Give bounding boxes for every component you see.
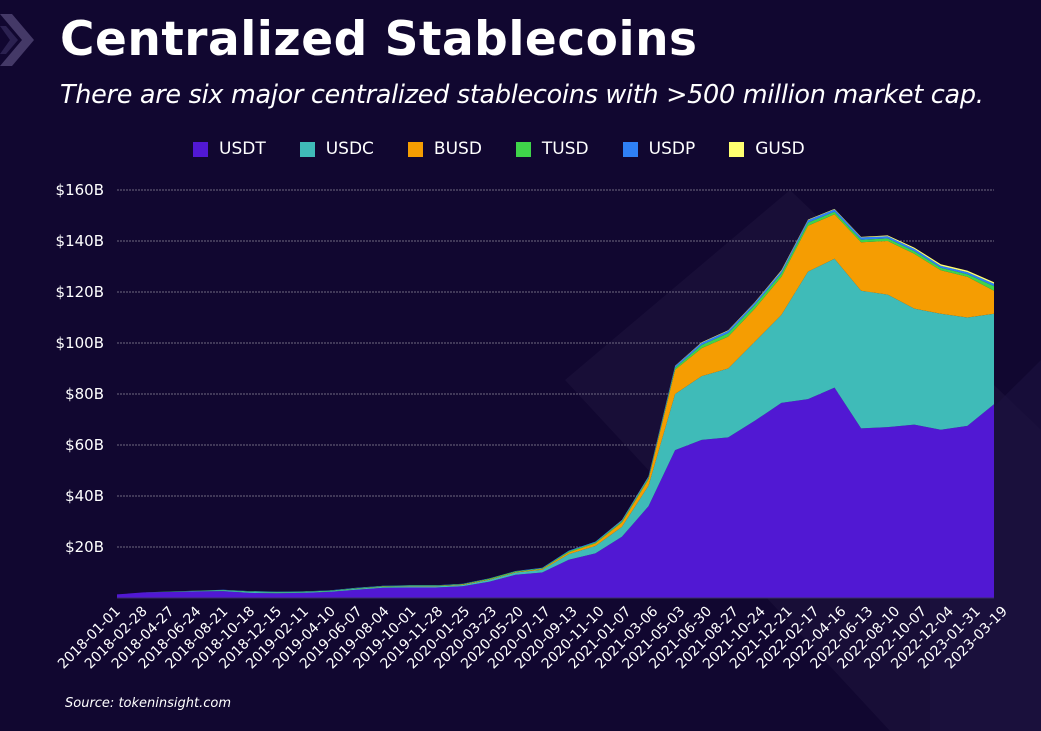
legend-item-tusd[interactable]: TUSD [515,139,589,159]
legend-swatch-usdp [622,141,638,157]
x-axis: 2018-01-012018-02-282018-04-272018-06-24… [55,603,1011,672]
legend-item-usdp[interactable]: USDP [622,139,696,159]
legend-swatch-usdc [299,141,315,157]
legend-swatch-busd [407,141,423,157]
legend-swatch-usdt [193,141,208,157]
y-tick-label: $140B [56,232,104,250]
legend-label: USDC [325,139,374,159]
legend-label: USDT [219,139,266,159]
legend-item-busd[interactable]: BUSD [407,139,482,159]
legend-item-usdt[interactable]: USDT [193,139,266,159]
area-usdt [117,387,994,598]
page-subtitle: There are six major centralized stableco… [60,80,984,110]
chart-legend: USDT USDC BUSD TUSD USDP GUSD [193,139,839,159]
y-axis: $20B $40B $60B $80B $100B $120B $140B $160B [56,181,104,556]
y-tick-label: $20B [65,538,104,556]
legend-item-usdc[interactable]: USDC [299,139,374,159]
y-tick-label: $100B [56,334,104,352]
legend-swatch-tusd [515,141,531,157]
legend-label: GUSD [755,139,805,159]
area-usdc [117,258,994,595]
y-tick-label: $40B [65,487,104,505]
legend-item-gusd[interactable]: GUSD [729,139,805,159]
source-note: Source: tokeninsight.com [65,696,231,711]
page-title: Centralized Stablecoins [60,12,698,67]
legend-label: USDP [648,139,696,159]
y-tick-label: $60B [65,436,104,454]
legend-label: TUSD [541,139,589,159]
logo-icon [0,14,34,66]
legend-swatch-gusd [729,141,745,157]
legend-label: BUSD [433,139,482,159]
y-tick-label: $160B [56,181,104,199]
y-tick-label: $120B [56,283,104,301]
area-series [117,208,994,599]
y-tick-label: $80B [65,385,104,403]
area-busd [117,214,994,595]
